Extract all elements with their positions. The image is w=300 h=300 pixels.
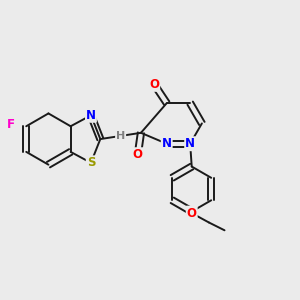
Text: F: F — [7, 118, 15, 131]
Text: H: H — [116, 131, 125, 141]
Text: O: O — [133, 148, 143, 161]
Text: O: O — [149, 78, 159, 91]
Text: N: N — [162, 137, 172, 150]
Text: S: S — [87, 156, 95, 169]
Text: N: N — [185, 137, 195, 150]
Text: N: N — [86, 109, 96, 122]
Text: O: O — [187, 207, 197, 220]
